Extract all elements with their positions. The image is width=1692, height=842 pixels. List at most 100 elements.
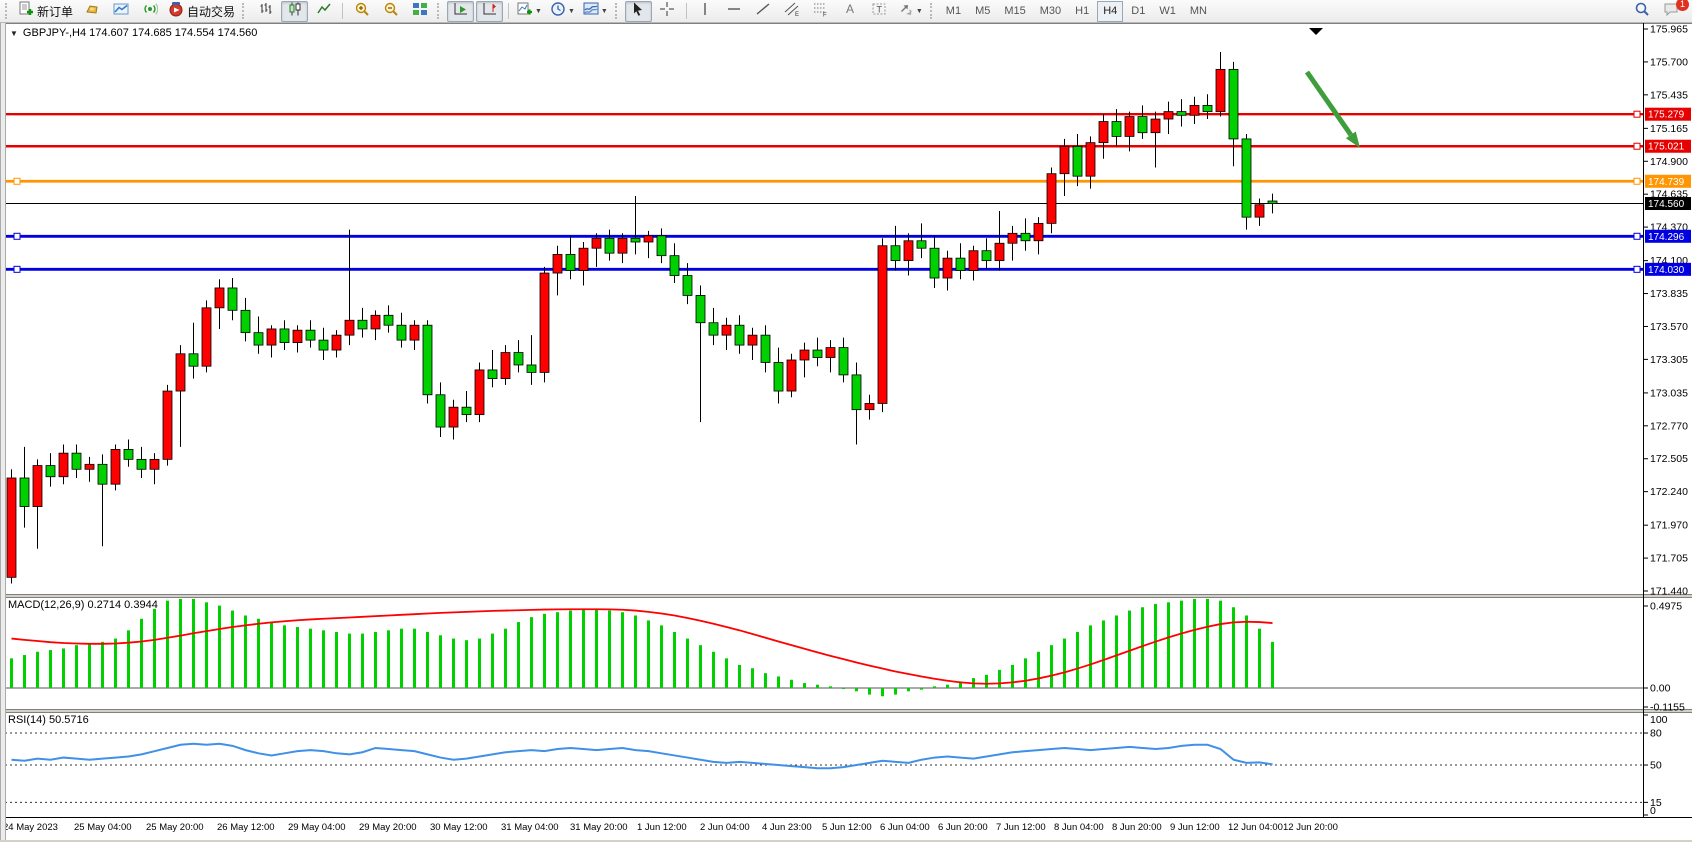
toolbar-grip <box>437 3 443 19</box>
svg-text:15: 15 <box>1650 797 1662 809</box>
tf-mn-button[interactable]: MN <box>1189 5 1207 17</box>
svg-text:6 Jun 20:00: 6 Jun 20:00 <box>938 822 988 833</box>
cursor-icon <box>630 1 646 22</box>
svg-text:174.739: 174.739 <box>1648 177 1685 188</box>
svg-text:29 May 04:00: 29 May 04:00 <box>288 822 346 833</box>
rsi-indicator-label: RSI(14) 50.5716 <box>8 714 89 726</box>
tf-m15-button[interactable]: M15 <box>1004 5 1026 17</box>
gold-ingot-icon <box>84 1 100 22</box>
svg-text:171.705: 171.705 <box>1650 553 1688 565</box>
template-button[interactable]: ▼ <box>580 1 611 22</box>
svg-text:30 May 12:00: 30 May 12:00 <box>430 822 488 833</box>
toolbar: 新订单 自动交易 <box>0 0 1692 23</box>
svg-text:0: 0 <box>1650 805 1656 817</box>
vertical-line-icon <box>697 1 713 22</box>
toolbar-grip <box>5 3 11 19</box>
svg-text:175.021: 175.021 <box>1648 142 1685 153</box>
add-indicator-button[interactable]: ▼ <box>514 1 545 22</box>
svg-text:100: 100 <box>1650 714 1668 726</box>
ohlc-bars-icon <box>258 1 274 22</box>
trendline-button[interactable] <box>750 1 777 22</box>
search-button[interactable] <box>1628 1 1655 22</box>
svg-text:175.165: 175.165 <box>1650 123 1688 135</box>
svg-text:0.4975: 0.4975 <box>1650 601 1682 613</box>
svg-text:172.770: 172.770 <box>1650 420 1688 432</box>
text-button[interactable]: A <box>837 1 864 22</box>
tf-w1-button[interactable]: W1 <box>1159 5 1176 17</box>
candlestick-chart-button[interactable] <box>281 0 309 22</box>
tf-h4-button[interactable]: H4 <box>1097 0 1124 22</box>
cursor-button[interactable] <box>624 0 652 22</box>
svg-text:173.570: 173.570 <box>1650 321 1688 333</box>
line-chart-button[interactable] <box>310 1 337 22</box>
market-chart-button[interactable] <box>107 1 134 22</box>
svg-text:80: 80 <box>1650 728 1662 740</box>
svg-text:T: T <box>877 4 883 14</box>
signal-tower-icon <box>142 1 158 22</box>
periods-button[interactable]: ▼ <box>547 1 578 22</box>
crosshair-icon <box>659 1 675 22</box>
macd-indicator-label: MACD(12,26,9) 0.2714 0.3944 <box>8 599 158 611</box>
text-label-button[interactable]: T <box>866 1 893 22</box>
toolbar-grip <box>242 3 248 19</box>
chart-shift-button[interactable] <box>476 0 504 22</box>
toolbar-separator <box>508 3 510 19</box>
svg-text:1 Jun 12:00: 1 Jun 12:00 <box>637 822 687 833</box>
equidistant-channel-button[interactable]: E <box>779 1 806 22</box>
dropdown-caret: ▼ <box>915 7 923 15</box>
auto-trading-button[interactable]: 自动交易 <box>165 1 238 22</box>
svg-text:0.00: 0.00 <box>1650 683 1671 695</box>
auto-trading-label: 自动交易 <box>187 4 236 19</box>
svg-text:29 May 20:00: 29 May 20:00 <box>359 822 417 833</box>
svg-text:4 Jun 23:00: 4 Jun 23:00 <box>762 822 812 833</box>
svg-text:A: A <box>846 2 854 16</box>
new-order-button[interactable]: 新订单 <box>15 1 76 22</box>
tf-m5-button[interactable]: M5 <box>975 5 991 17</box>
svg-text:175.700: 175.700 <box>1650 56 1688 68</box>
arrows-objects-button[interactable]: ▼ <box>895 1 926 22</box>
crosshair-button[interactable] <box>654 1 681 22</box>
horizontal-line-icon <box>726 1 742 22</box>
gold-symbol-button[interactable] <box>78 1 105 22</box>
tf-h1-button[interactable]: H1 <box>1075 5 1090 17</box>
chart-canvas[interactable]: 175.965175.700175.435175.165174.900174.6… <box>0 23 1692 840</box>
arrows-icon <box>898 1 914 22</box>
tile-windows-button[interactable] <box>406 1 433 22</box>
fibonacci-button[interactable]: F <box>808 1 835 22</box>
svg-text:25 May 20:00: 25 May 20:00 <box>146 822 204 833</box>
signals-button[interactable] <box>136 1 163 22</box>
svg-text:2 Jun 04:00: 2 Jun 04:00 <box>700 822 750 833</box>
tile-windows-icon <box>412 1 428 22</box>
svg-text:174.030: 174.030 <box>1648 265 1685 276</box>
bar-chart-button[interactable] <box>252 1 279 22</box>
tf-d1-button[interactable]: D1 <box>1131 5 1146 17</box>
notifications-button[interactable]: 1 <box>1657 0 1689 22</box>
svg-text:50: 50 <box>1650 760 1662 772</box>
svg-text:9 Jun 12:00: 9 Jun 12:00 <box>1170 822 1220 833</box>
clock-icon <box>550 1 566 22</box>
tf-m30-button[interactable]: M30 <box>1039 5 1062 17</box>
search-icon <box>1634 1 1650 22</box>
svg-text:F: F <box>823 12 827 17</box>
horizontal-line-button[interactable] <box>721 1 748 22</box>
svg-text:174.560: 174.560 <box>1648 199 1685 210</box>
zoom-in-icon <box>354 1 370 22</box>
svg-text:172.240: 172.240 <box>1650 486 1688 498</box>
vertical-line-button[interactable] <box>692 1 719 22</box>
chart-title-text: GBPJPY-,H4 174.607 174.685 174.554 174.5… <box>22 27 258 39</box>
auto-scroll-icon <box>453 1 469 22</box>
zoom-in-button[interactable] <box>348 1 375 22</box>
dropdown-caret: ▼ <box>535 7 542 15</box>
auto-scroll-button[interactable] <box>447 0 475 22</box>
tf-m1-button[interactable]: M1 <box>945 5 962 17</box>
zoom-out-icon <box>383 1 399 22</box>
svg-text:173.035: 173.035 <box>1650 387 1688 399</box>
template-icon <box>583 1 599 22</box>
zoom-out-button[interactable] <box>377 1 404 22</box>
new-order-label: 新订单 <box>37 4 74 19</box>
svg-text:174.900: 174.900 <box>1650 156 1688 168</box>
svg-text:12 Jun 04:00: 12 Jun 04:00 <box>1228 822 1283 833</box>
svg-text:175.279: 175.279 <box>1648 110 1685 121</box>
svg-text:8 Jun 04:00: 8 Jun 04:00 <box>1054 822 1104 833</box>
